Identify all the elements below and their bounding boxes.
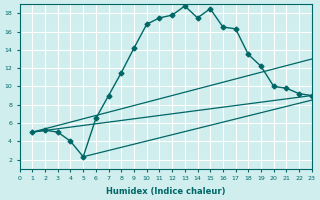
X-axis label: Humidex (Indice chaleur): Humidex (Indice chaleur) [106,187,226,196]
